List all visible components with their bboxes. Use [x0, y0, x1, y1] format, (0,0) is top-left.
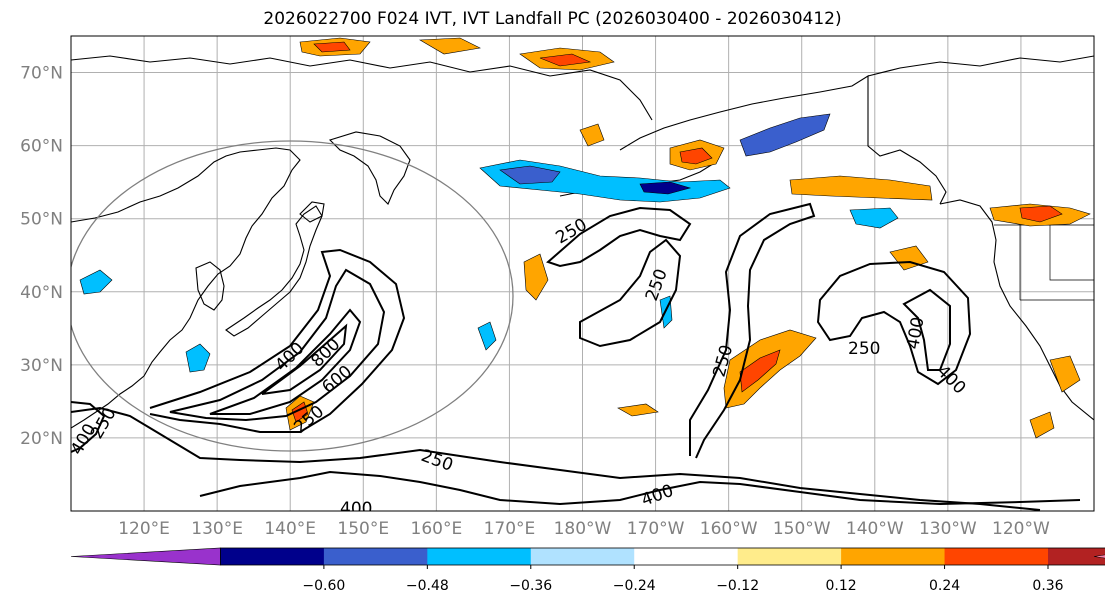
ivt-contour-600-jet [209, 308, 362, 415]
pc-positive-small-7 [418, 37, 481, 55]
coastline-east-asia [71, 147, 301, 429]
coastline-canada-north [867, 55, 1094, 77]
coastline-japan [225, 205, 323, 337]
colorbar-extend-low [70, 547, 221, 566]
latitude-label: 40°N [20, 283, 63, 303]
longitude-label: 160°W [700, 519, 758, 539]
longitude-label: 130°E [191, 519, 243, 539]
pc-positive-small-4 [1049, 355, 1081, 393]
ivt-contour-400-south-low [199, 470, 1081, 506]
ivt-contour-250-jet [149, 248, 406, 433]
colorbar-tick-label: 0.24 [929, 578, 960, 594]
pc-negative-core [499, 165, 561, 185]
longitude-label: 170°E [484, 519, 536, 539]
pc-negative-small-2 [185, 343, 211, 373]
colorbar-segment [944, 548, 1049, 565]
colorbar-segment [841, 548, 946, 565]
colorbar-extend-high [1093, 554, 1105, 559]
map-frame [70, 35, 1095, 512]
ivt-contour-250-central [546, 206, 692, 268]
pc-negative-small-1 [79, 269, 113, 295]
longitude-label: 180°W [554, 519, 612, 539]
colorbar-tick-label: −0.36 [509, 578, 552, 594]
border-us-states [1019, 225, 1094, 301]
longitude-label: 150°E [337, 519, 389, 539]
ivt-contour-400-eastern-low [902, 288, 951, 371]
pc-positive-bering-core [539, 53, 592, 67]
colorbar-tick-label: 0.36 [1032, 578, 1063, 594]
coastline-siberia [71, 55, 653, 121]
latitude-label: 50°N [20, 210, 63, 230]
map-title: 2026022700 F024 IVT, IVT Landfall PC (20… [263, 9, 842, 29]
coastline-hokkaido [299, 201, 325, 223]
pc-shading [79, 37, 1091, 439]
longitude-label: 150°W [773, 519, 831, 539]
colorbar-segment [530, 548, 635, 565]
ivt-contour-250-mid [579, 238, 682, 348]
pc-negative-east-pacific [849, 207, 899, 229]
ivt-contour-800-jet [261, 323, 348, 395]
borders [867, 76, 1094, 301]
pc-positive-gulf-alaska-core [679, 147, 713, 165]
longitude-label: 120°E [118, 519, 170, 539]
gridlines [71, 36, 1094, 511]
latitude-labels: 20°N 30°N 40°N 50°N 60°N 70°N [20, 64, 63, 449]
ivt-contour-250-eastern-low [816, 260, 972, 386]
latitude-label: 20°N [20, 429, 63, 449]
colorbar-tick-label: 0.12 [826, 578, 857, 594]
contour-label: 250 [848, 339, 880, 359]
ivt-contour-400-jet [169, 268, 386, 422]
coastline-alaska [619, 75, 947, 205]
longitude-label: 120°W [992, 519, 1050, 539]
pc-positive-subtropical-core [739, 349, 781, 393]
latitude-label: 60°N [20, 137, 63, 157]
coastline-korea [195, 261, 225, 311]
colorbar-frame [220, 547, 1105, 566]
colorbar-segment [634, 548, 739, 565]
pc-positive-arctic-core [313, 41, 351, 53]
ivt-contour-400-west [71, 401, 106, 453]
colorbar-segment [323, 548, 428, 565]
latitude-label: 70°N [20, 64, 63, 84]
ivt-contour-250-south-low [71, 406, 1041, 511]
colorbar-segment [220, 548, 325, 565]
pc-positive-small-1 [523, 253, 549, 301]
colorbar-segment [427, 548, 532, 565]
ivt-contour-250-east-arc [689, 202, 816, 459]
pc-negative-gulf-alaska [739, 113, 831, 157]
longitude-label: 130°W [919, 519, 977, 539]
colorbar: −0.60−0.48−0.36−0.24−0.120.120.240.360.4… [70, 547, 1105, 594]
pc-positive-northeast-pacific [789, 175, 933, 201]
pc-positive-small-6 [579, 123, 605, 147]
pc-negative-small-3 [477, 321, 497, 351]
longitude-label: 160°E [411, 519, 463, 539]
longitude-labels: 120°E 130°E 140°E 150°E 160°E 170°E 180°W 170°W… [118, 519, 1050, 539]
coastline-kamchatka [328, 131, 411, 205]
colorbar-tick-label: −0.24 [613, 578, 656, 594]
longitude-label: 140°W [846, 519, 904, 539]
ivt-contours [71, 202, 1081, 511]
pc-negative-core-dark [639, 181, 692, 195]
longitude-label: 140°E [264, 519, 316, 539]
colorbar-segment [1048, 548, 1105, 565]
pc-positive-pnw-core [1019, 205, 1063, 223]
pc-positive-small-5 [617, 403, 659, 417]
colorbar-tick-label: −0.48 [406, 578, 449, 594]
colorbar-tick-label: −0.60 [302, 578, 345, 594]
latitude-label: 30°N [20, 356, 63, 376]
pc-positive-small-3 [1029, 411, 1055, 439]
landfall-circle [71, 140, 514, 452]
colorbar-tick-label: −0.12 [716, 578, 759, 594]
longitude-label: 170°W [627, 519, 685, 539]
contour-label: 400 [340, 499, 372, 519]
colorbar-segment [737, 548, 842, 565]
